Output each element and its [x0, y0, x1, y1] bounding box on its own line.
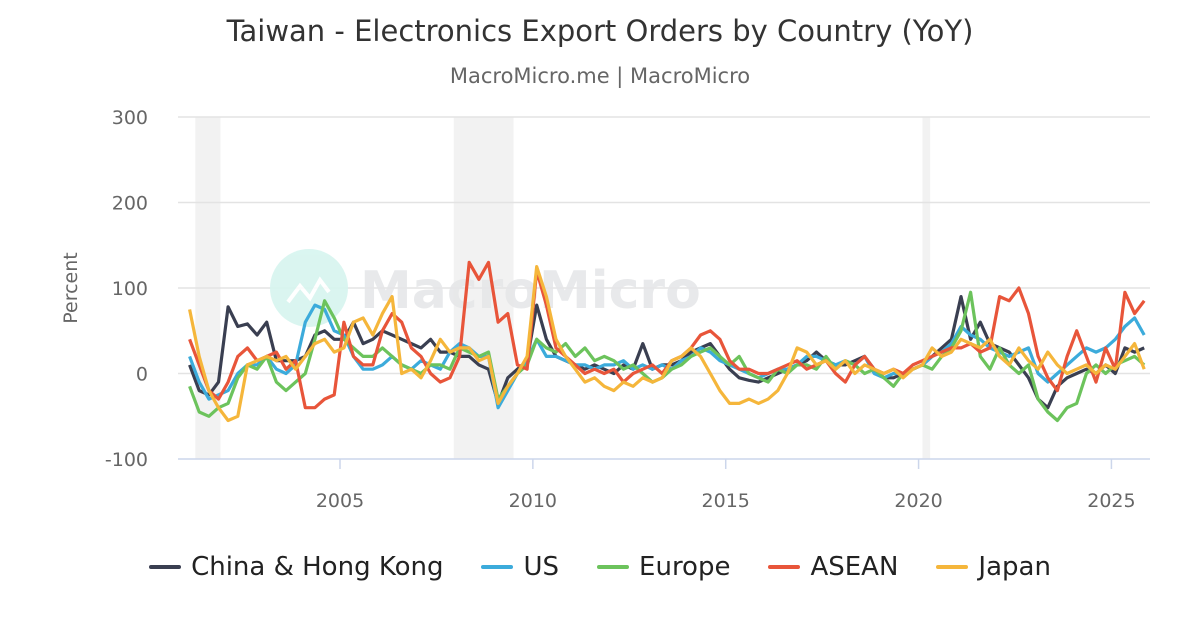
y-tick-label: 200	[112, 193, 148, 215]
legend-label: Japan	[978, 552, 1051, 582]
legend-item-europe[interactable]: Europe	[597, 552, 730, 582]
legend-line-icon	[481, 565, 514, 569]
watermark-logo-line	[286, 276, 331, 304]
x-tick-label: 2015	[702, 490, 750, 512]
y-tick-label: 0	[136, 364, 148, 386]
legend-label: China & Hong Kong	[191, 552, 444, 582]
chart-title: Taiwan - Electronics Export Orders by Co…	[226, 14, 974, 48]
legend-line-icon	[149, 565, 182, 569]
series-line-japan	[188, 265, 1146, 423]
y-tick-label: -100	[105, 449, 148, 471]
legend-item-china-hong-kong[interactable]: China & Hong Kong	[149, 552, 443, 582]
legend-item-us[interactable]: US	[481, 552, 559, 582]
legend-line-icon	[936, 565, 969, 569]
chart-subtitle: MacroMicro.me | MacroMicro	[449, 64, 751, 88]
legend-item-japan[interactable]: Japan	[936, 552, 1051, 582]
watermark: MacroMicro	[270, 249, 701, 327]
x-tick-label: 2020	[894, 490, 942, 512]
y-tick-label: 300	[112, 107, 148, 129]
legend-item-asean[interactable]: ASEAN	[768, 552, 898, 582]
x-tick-label: 2010	[509, 490, 557, 512]
legend: China & Hong Kong US Europe ASEAN Japan	[0, 552, 1200, 582]
x-tick-label: 2005	[316, 490, 364, 512]
legend-label: ASEAN	[810, 552, 899, 582]
y-tick-label: 100	[112, 278, 148, 300]
x-tick-label: 2025	[1087, 490, 1135, 512]
legend-label: Europe	[639, 552, 731, 582]
legend-label: US	[523, 552, 560, 582]
legend-line-icon	[597, 565, 630, 569]
y-axis-label: Percent	[60, 252, 82, 324]
legend-line-icon	[768, 565, 801, 569]
